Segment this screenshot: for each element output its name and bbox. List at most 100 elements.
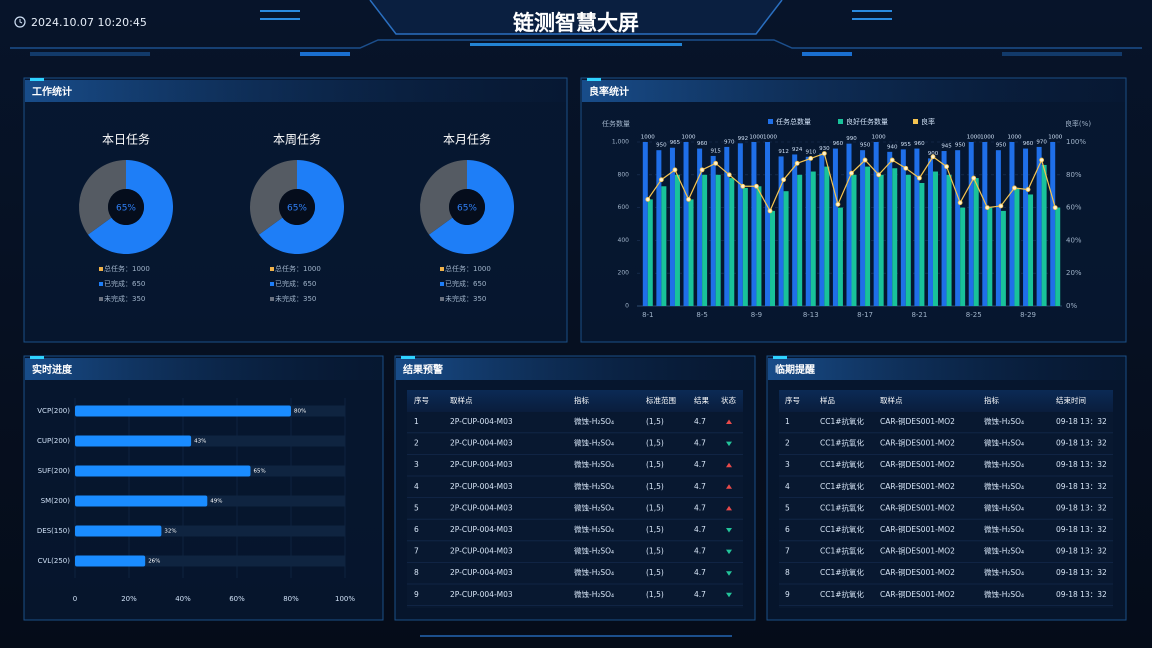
pie-title: 本日任务 — [102, 132, 150, 147]
bar — [702, 174, 708, 306]
bar-value-label: 970 — [724, 139, 735, 145]
y-tick-label: 600 — [618, 204, 630, 211]
bar — [1028, 194, 1034, 306]
line-point — [726, 172, 732, 178]
x-tick-label: 60% — [229, 595, 245, 603]
table-cell: CC1#抗氧化 — [820, 567, 865, 577]
header-decor — [10, 0, 1142, 637]
bar — [941, 151, 947, 306]
bar — [900, 149, 906, 306]
panel-accent — [587, 78, 601, 81]
table-header: 状态 — [721, 395, 736, 405]
bar — [927, 158, 933, 306]
decor-bar — [802, 52, 852, 56]
status-down — [726, 528, 732, 533]
y-tick-label: 1,000 — [612, 139, 629, 146]
line-point — [930, 154, 936, 160]
line-point — [957, 200, 963, 206]
status-up — [726, 419, 732, 424]
table-cell: 6 — [414, 525, 419, 534]
title-frame — [369, 0, 783, 35]
y2-tick-label: 80% — [1066, 171, 1082, 179]
bar-value-label: 970 — [1036, 139, 1047, 145]
panel-header — [25, 80, 566, 102]
legend-swatch — [440, 267, 444, 271]
bar — [1009, 142, 1015, 306]
line-point — [876, 172, 882, 178]
panel-title: 实时进度 — [32, 363, 73, 376]
table-cell: CC1#抗氧化 — [820, 438, 865, 448]
decor-bar — [852, 10, 892, 12]
table-cell: 6 — [785, 525, 790, 534]
decor-bar — [300, 52, 350, 56]
title-glow — [470, 43, 682, 46]
bar — [860, 150, 866, 306]
table-cell: CAR-铜DES001-MO2 — [880, 567, 955, 577]
bar — [642, 142, 648, 306]
bar — [832, 148, 838, 306]
table-cell: CC1#抗氧化 — [820, 481, 865, 491]
table-header: 取样点 — [880, 395, 903, 405]
legend-swatch — [270, 282, 274, 286]
line-point — [808, 155, 814, 161]
bar-value-label: 1000 — [749, 135, 763, 141]
legend-swatch — [99, 297, 103, 301]
table-header-row — [779, 390, 1113, 412]
bar-value-label: 924 — [792, 147, 803, 153]
bar — [688, 199, 694, 306]
x-tick-label: 100% — [335, 595, 355, 603]
table-cell: 2P-CUP-004-M03 — [450, 547, 513, 556]
bar — [751, 142, 757, 306]
bar — [756, 186, 762, 306]
table-cell: (1,5) — [646, 503, 664, 512]
pie-center-label: 65% — [287, 204, 307, 214]
bar — [737, 143, 743, 306]
bar-value-label: 910 — [806, 149, 817, 155]
bar — [792, 154, 798, 306]
bar — [697, 148, 703, 306]
pie-slice — [419, 160, 467, 235]
x-tick-label: 8-5 — [696, 311, 707, 319]
line-point — [984, 205, 990, 211]
legend-label: 良好任务数量 — [846, 117, 888, 126]
decor-bar — [852, 18, 892, 20]
legend-label: 已完成：650 — [275, 279, 316, 288]
y2-tick-label: 20% — [1066, 269, 1082, 277]
y2-tick-label: 60% — [1066, 204, 1082, 212]
table-cell: CC1#抗氧化 — [820, 459, 865, 469]
y2-tick-label: 0% — [1066, 302, 1077, 310]
clock-icon — [14, 16, 26, 28]
table-cell: (1,5) — [646, 525, 664, 534]
x-tick-label: 8-29 — [1020, 311, 1036, 319]
line-point — [767, 208, 773, 214]
table-cell: 微蚀-H₂SO₄ — [984, 589, 1024, 599]
x-tick-label: 20% — [121, 595, 137, 603]
table-header: 取样点 — [450, 395, 473, 405]
bar — [1055, 207, 1061, 306]
table-cell: 09-18 13：32 — [1056, 525, 1107, 534]
table-cell: CC1#抗氧化 — [820, 416, 865, 426]
bar-value-label: 65% — [254, 469, 266, 475]
table-cell: CC1#抗氧化 — [820, 524, 865, 534]
table-cell: 微蚀-H₂SO₄ — [984, 502, 1024, 512]
table-cell: 2P-CUP-004-M03 — [450, 503, 513, 512]
line-point — [889, 157, 895, 163]
bar-value-label: 955 — [901, 142, 912, 148]
x-tick-label: 8-13 — [803, 311, 819, 319]
pie-slice — [428, 160, 514, 255]
category-label: SM(200) — [41, 497, 71, 505]
x-tick-label: 8-17 — [857, 311, 873, 319]
line-point — [1039, 157, 1045, 163]
bar — [810, 171, 816, 306]
bar — [851, 174, 857, 306]
bar — [878, 174, 884, 306]
bar-value-label: 930 — [819, 146, 830, 152]
bar — [932, 171, 938, 306]
category-label: CVL(250) — [38, 557, 71, 565]
line-point — [1052, 205, 1058, 211]
table-cell: 微蚀-H₂SO₄ — [984, 459, 1024, 469]
bar-track — [75, 435, 345, 447]
table-cell: 2P-CUP-004-M03 — [450, 568, 513, 577]
table-cell: 微蚀-H₂SO₄ — [984, 438, 1024, 448]
bar — [973, 178, 979, 306]
